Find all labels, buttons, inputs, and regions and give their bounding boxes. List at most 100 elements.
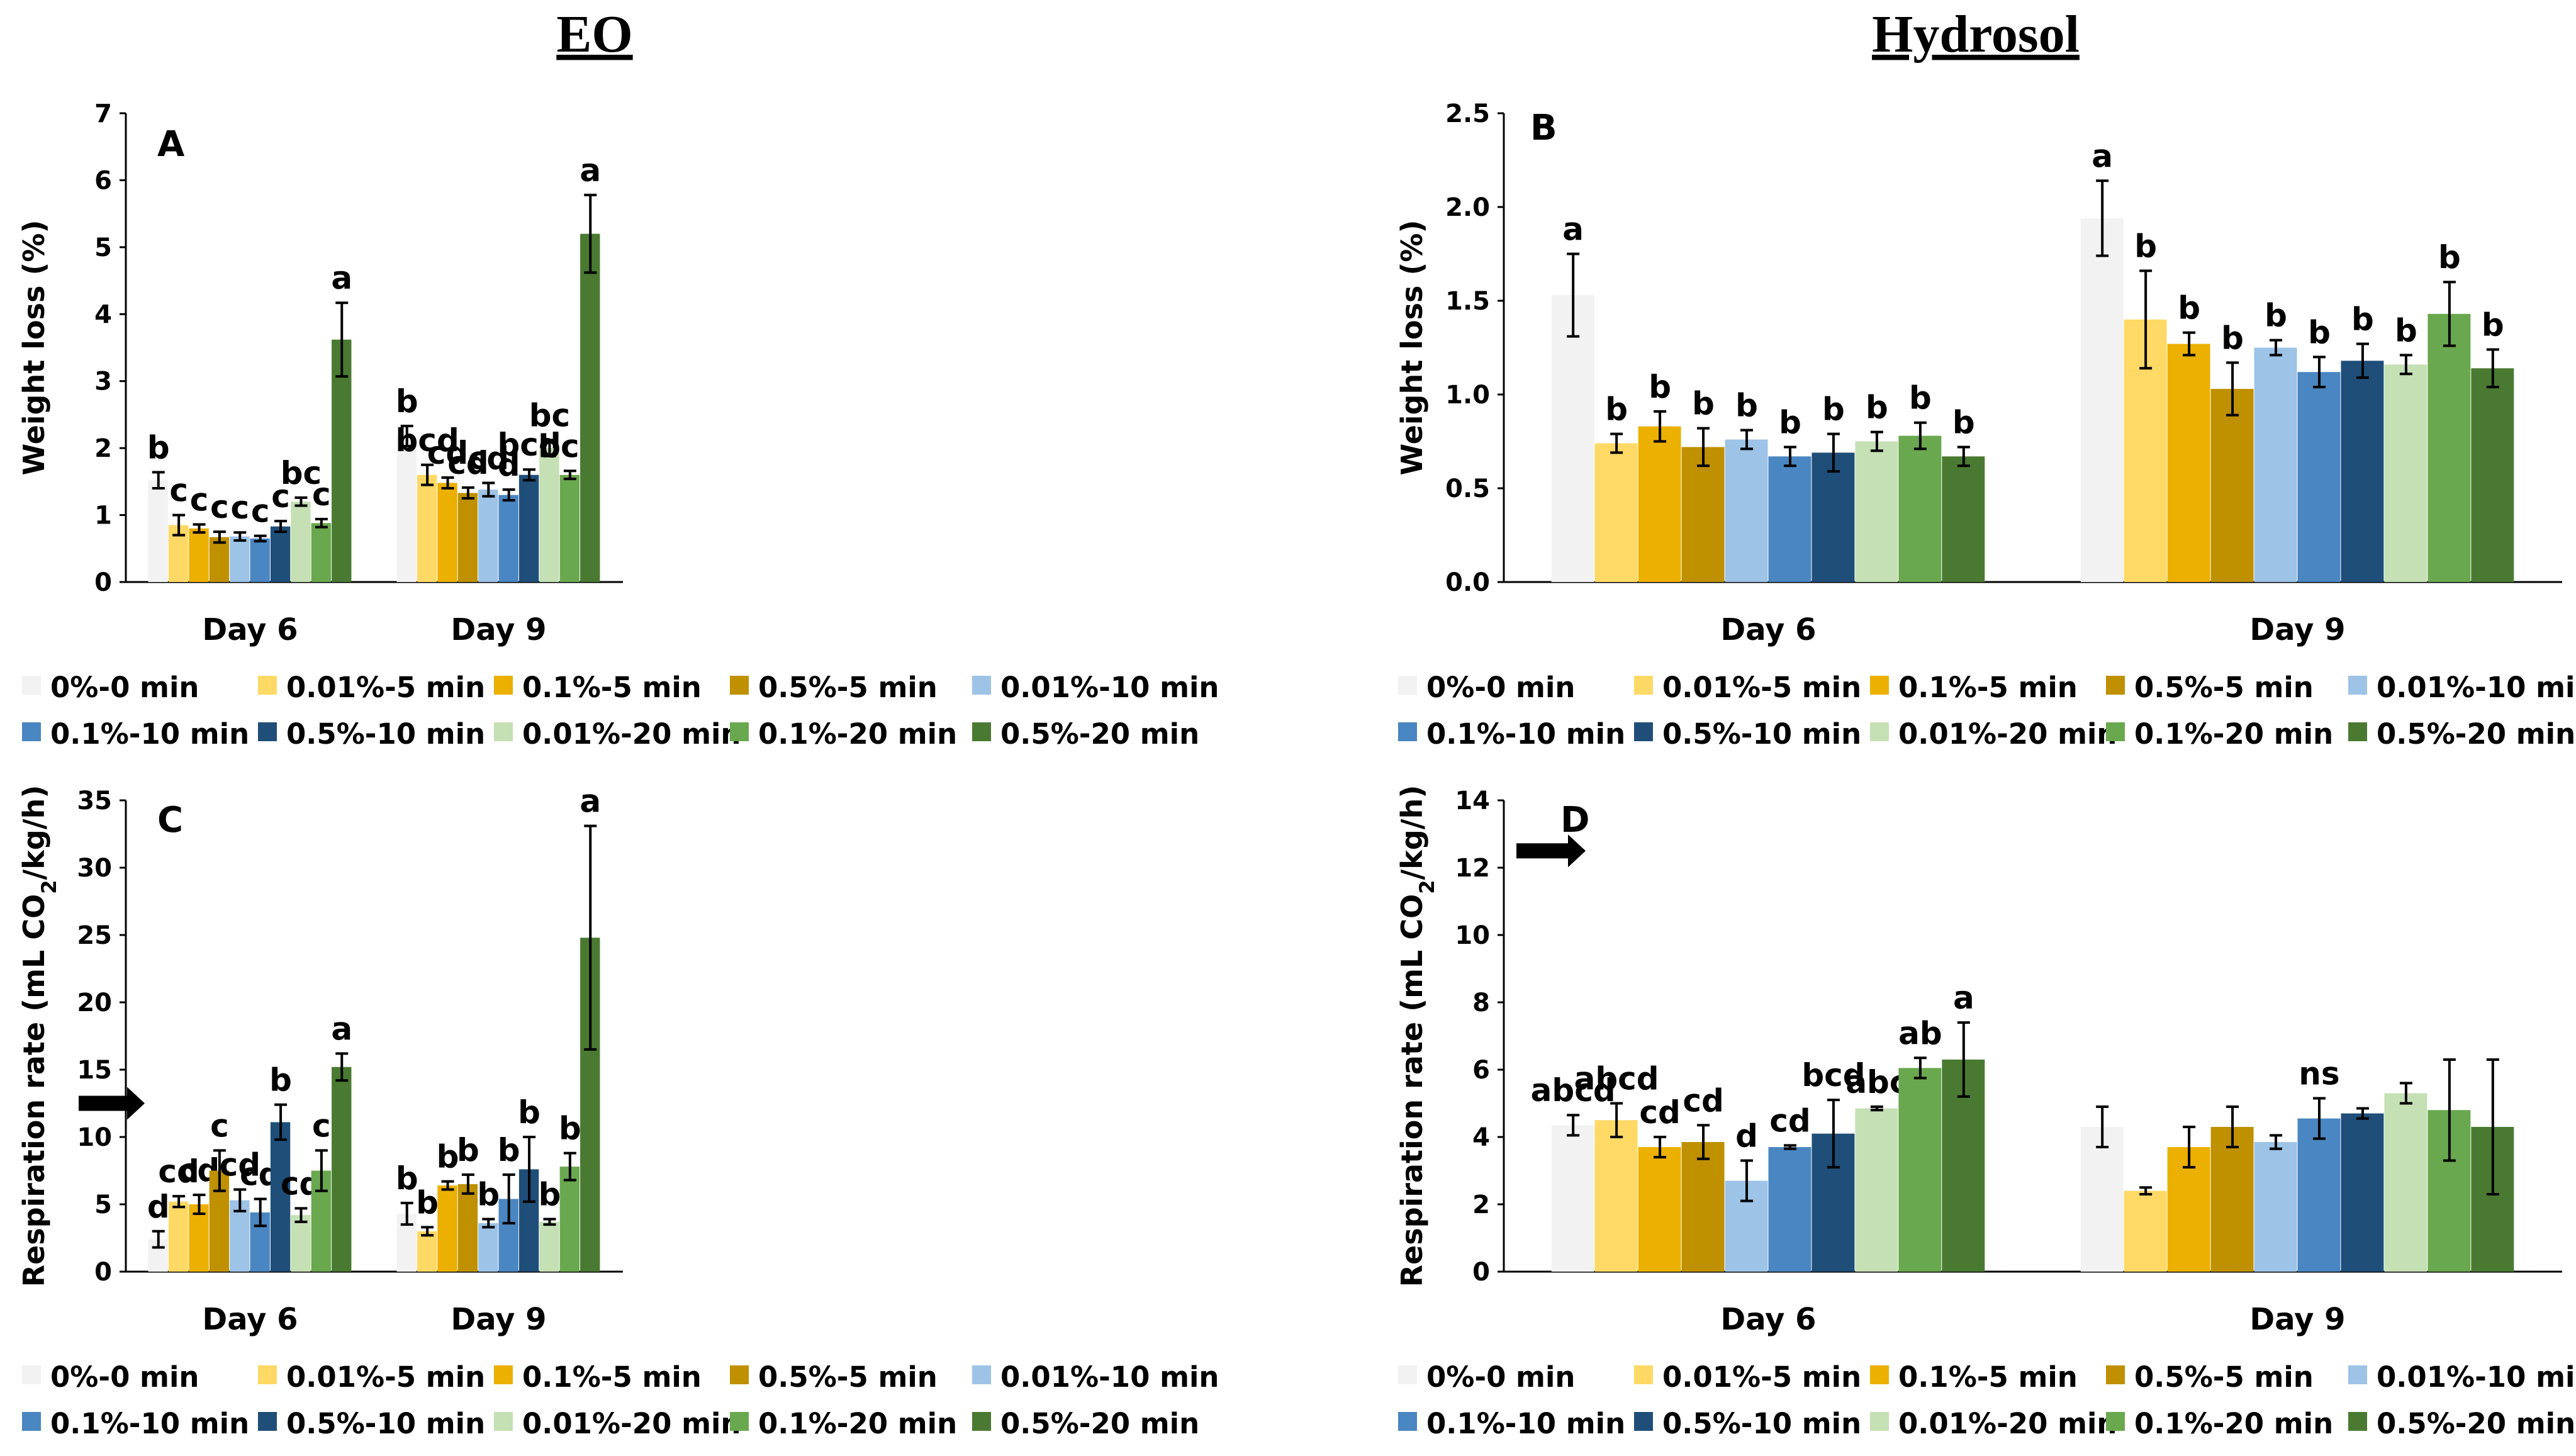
legend-swatch	[494, 1365, 513, 1384]
legend-swatch	[2348, 1412, 2367, 1431]
significance-label: b	[477, 1177, 500, 1213]
significance-label: a	[580, 783, 601, 820]
bar	[478, 1223, 498, 1272]
legend-label: 0.01%-20 min	[1898, 717, 2117, 751]
legend: 0%-0 min 0.01%-5 min 0.1%-5 min 0.5%-5 min 0…	[1398, 671, 2576, 751]
y-tick-label: 0.0	[1445, 568, 1490, 597]
significance-label: b	[1866, 389, 1888, 426]
reference-arrow	[1516, 834, 1586, 868]
bar	[2254, 347, 2297, 582]
bar	[539, 448, 559, 582]
legend-label: 0.01%-20 min	[522, 717, 741, 751]
bar	[580, 233, 600, 583]
y-axis-label: Respiration rate (mL CO2/kg/h)	[1395, 785, 1439, 1287]
category-label: Day 9	[451, 612, 546, 647]
significance-label: b	[539, 1177, 561, 1213]
legend-swatch	[730, 722, 749, 741]
bar	[518, 474, 539, 582]
legend-label: 0.1%-5 min	[522, 671, 702, 704]
significance-label: b	[1692, 386, 1715, 422]
panel-letter: C	[157, 800, 183, 841]
bar	[250, 538, 270, 582]
significance-label: d	[498, 447, 520, 483]
y-tick-label: 4	[94, 300, 112, 329]
legend-label: 0.5%-5 min	[758, 671, 938, 704]
bar	[2384, 364, 2428, 582]
y-tick-label: 6	[1472, 1056, 1490, 1085]
bar	[1551, 1125, 1594, 1272]
significance-label: c	[210, 489, 229, 525]
legend-swatch	[730, 676, 749, 695]
legend-swatch	[2348, 1365, 2367, 1384]
legend-swatch	[2106, 1365, 2125, 1384]
significance-label: c	[251, 493, 270, 530]
legend-swatch	[22, 1412, 41, 1431]
y-tick-label: 0	[94, 1258, 112, 1287]
bar	[2080, 218, 2124, 582]
significance-label: b	[1605, 391, 1628, 428]
legend-swatch	[258, 722, 277, 741]
bar	[1855, 441, 1898, 582]
legend-swatch	[972, 1412, 991, 1431]
significance-label: b	[2134, 228, 2157, 264]
significance-label: b	[2265, 298, 2287, 334]
significance-label: cd	[468, 440, 509, 476]
legend-label: 0.1%-20 min	[758, 717, 957, 751]
legend-label: 0.01%-5 min	[286, 671, 485, 704]
legend-swatch	[2106, 1412, 2125, 1431]
bar	[457, 1184, 478, 1272]
bar	[2297, 372, 2341, 582]
bar	[437, 483, 457, 582]
y-tick-label: 25	[77, 921, 112, 950]
legend-label: 0.5%-20 min	[1000, 1407, 1199, 1440]
significance-label: cd	[1683, 1082, 1723, 1119]
legend-label: 0.5%-10 min	[286, 717, 485, 751]
legend-swatch	[2106, 722, 2125, 741]
panel-letter: D	[1560, 800, 1589, 841]
significance-label: b	[2482, 306, 2504, 343]
bar	[539, 1221, 559, 1272]
significance-label: b	[2308, 314, 2331, 350]
eo-title: EO	[556, 5, 632, 64]
bar	[1855, 1108, 1898, 1272]
y-tick-label: 1	[94, 501, 112, 530]
significance-label: c	[230, 490, 249, 526]
bar	[2471, 368, 2514, 582]
category-label: Day 9	[2249, 612, 2345, 647]
y-tick-label: 0.5	[1445, 474, 1490, 503]
bar	[2167, 344, 2210, 582]
legend-label: 0.01%-5 min	[1662, 671, 1861, 704]
significance-label: cd	[447, 445, 488, 481]
legend-label: 0.1%-10 min	[1426, 1407, 1625, 1440]
bar	[1638, 426, 1681, 582]
legend-swatch	[2348, 722, 2367, 741]
legend-label: 0.5%-10 min	[286, 1407, 485, 1440]
category-label: Day 6	[202, 612, 298, 647]
legend: 0%-0 min 0.01%-5 min 0.1%-5 min 0.5%-5 min 0…	[22, 1360, 1219, 1440]
y-tick-label: 12	[1455, 854, 1490, 883]
category-label: Day 6	[202, 1302, 298, 1337]
significance-label: b	[1649, 369, 1671, 405]
significance-label: abcd	[1574, 1061, 1659, 1097]
significance-label: a	[1953, 980, 1974, 1016]
significance-label: a	[331, 1011, 352, 1047]
y-tick-label: 0	[1472, 1258, 1490, 1287]
legend-swatch	[494, 1412, 513, 1431]
legend-label: 0.1%-10 min	[1426, 717, 1625, 751]
legend-swatch	[972, 676, 991, 695]
significance-label: cd	[1639, 1094, 1680, 1131]
significance-label: d	[1735, 1117, 1758, 1154]
bar	[1768, 456, 1812, 582]
significance-label: a	[2092, 138, 2113, 174]
legend-label: 0.1%-20 min	[2134, 1407, 2333, 1440]
significance-label: abcd	[1531, 1072, 1616, 1109]
y-tick-label: 2	[1472, 1190, 1490, 1219]
bar	[2210, 389, 2254, 582]
bar	[417, 1231, 437, 1272]
legend-swatch	[22, 1365, 41, 1384]
legend-swatch	[972, 722, 991, 741]
legend-swatch	[1870, 676, 1889, 695]
legend-swatch	[22, 676, 41, 695]
significance-label: b	[1909, 380, 1932, 417]
legend-label: 0.01%-20 min	[1898, 1407, 2117, 1440]
